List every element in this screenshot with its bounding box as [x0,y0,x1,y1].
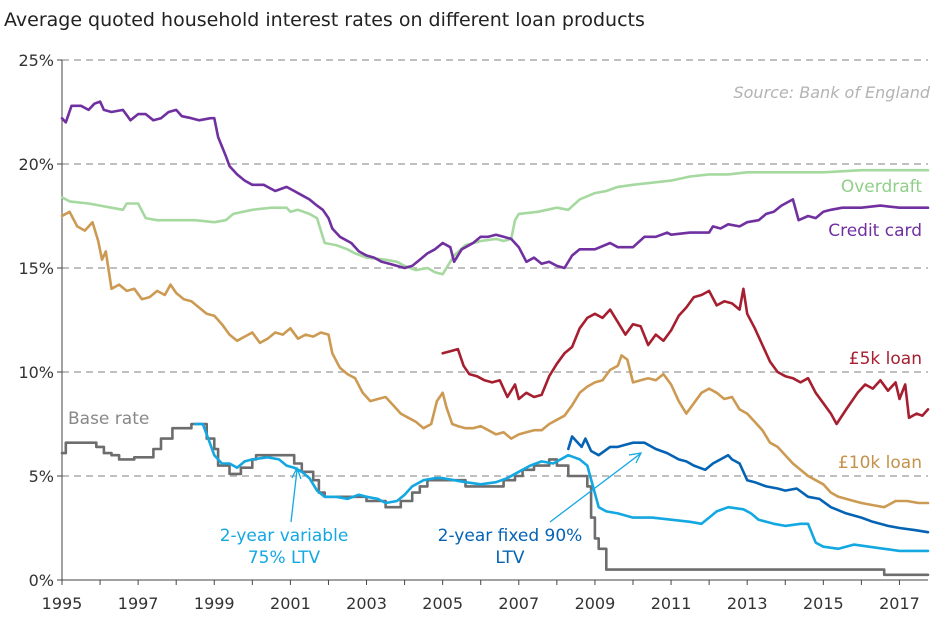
x-tick-label: 2005 [422,594,463,613]
series-lines [60,100,930,577]
y-tick-label: 20% [18,155,54,174]
source-note: Source: Bank of England [733,83,930,102]
x-tick-label: 1999 [194,594,235,613]
label-base-rate: Base rate [68,409,149,429]
x-tick-label: 2009 [575,594,616,613]
x-tick-label: 2003 [346,594,387,613]
x-tick-label: 1997 [118,594,159,613]
y-axis-ticks: 0% 5% 10% 15% 20% 25% [18,51,62,590]
annotation-arrowhead-fixed [628,452,643,464]
x-tick-label: 2001 [270,594,311,613]
x-tick-label: 1995 [42,594,83,613]
series-line-fixed-90 [567,435,930,534]
x-tick-label: 2015 [803,594,844,613]
annotation-arrow-variable [290,469,298,523]
series-line-variable-75 [193,422,930,553]
y-tick-label: 10% [18,363,54,382]
x-axis-ticks: 1995 1997 1999 2001 2003 2005 2007 2009 2011 2013… [42,580,920,613]
series-line-loan-5k [441,287,930,426]
label-5k-loan: £5k loan [849,349,922,369]
chart-title: Average quoted household interest rates … [4,9,645,31]
y-tick-label: 25% [18,51,54,70]
annotation-arrowhead-variable [291,466,302,480]
y-tick-label: 5% [29,467,54,486]
y-tick-label: 15% [18,259,54,278]
label-overdraft: Overdraft [841,177,922,197]
x-tick-label: 2007 [498,594,539,613]
label-variable-line1: 2-year variable [220,526,349,546]
y-tick-label: 0% [29,571,54,590]
x-tick-label: 2017 [879,594,920,613]
label-10k-loan: £10k loan [838,453,922,473]
annotation-arrow-fixed [549,453,641,523]
label-fixed-line2: LTV [495,548,525,568]
label-credit-card: Credit card [828,221,922,241]
x-tick-label: 2011 [651,594,692,613]
x-tick-label: 2013 [727,594,768,613]
label-variable-line2: 75% LTV [248,548,321,568]
series-line-credit-card [60,100,930,270]
series-line-overdraft [60,168,930,276]
series-line-loan-10k [60,210,930,509]
label-fixed-line1: 2-year fixed 90% [438,526,583,546]
gridlines [62,59,928,477]
